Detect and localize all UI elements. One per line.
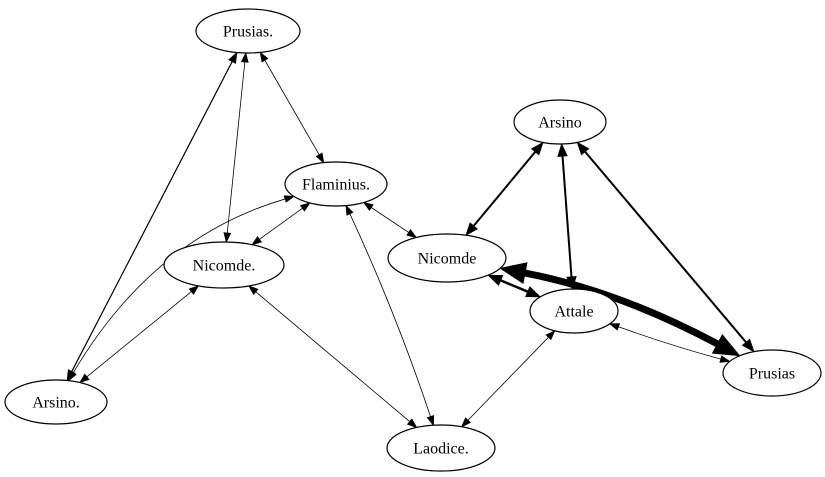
node-nicomde-dot[interactable]: Nicomde.	[163, 241, 285, 289]
arrowhead-end	[315, 152, 325, 164]
edge-prusias-dot-flaminius	[259, 51, 325, 164]
arrowhead-start	[247, 285, 259, 296]
edge-line	[71, 61, 233, 372]
node-label: Attale	[554, 304, 593, 321]
arrowhead-start	[557, 142, 568, 157]
edge-line	[349, 213, 431, 417]
node-flaminius[interactable]: Flaminius.	[284, 161, 388, 207]
node-arsino[interactable]: Arsino	[513, 99, 607, 145]
node-ellipse	[513, 99, 607, 145]
edge-arsino-nicomde	[465, 141, 544, 237]
arrowhead-end	[251, 235, 263, 246]
arrowhead-start	[299, 202, 311, 212]
arrowhead-end	[741, 338, 755, 353]
arrowhead-start	[345, 204, 354, 216]
edge-line	[561, 156, 573, 277]
edge-attale-prusias	[608, 323, 731, 363]
node-ellipse	[195, 8, 301, 54]
node-prusias[interactable]: Prusias	[722, 349, 822, 397]
node-ellipse	[529, 288, 619, 334]
edge-line	[86, 291, 192, 378]
edge-line	[371, 207, 409, 233]
arrowhead-end	[406, 229, 418, 239]
arrowhead-end	[465, 222, 479, 237]
edge-line	[618, 326, 721, 360]
edge-line	[500, 279, 529, 293]
node-ellipse	[387, 233, 507, 283]
arrowhead-start	[259, 51, 269, 63]
node-ellipse	[722, 349, 822, 397]
arrowhead-start	[576, 141, 590, 156]
arrowhead-end	[460, 417, 472, 428]
node-ellipse	[163, 241, 285, 289]
node-prusias-dot[interactable]: Prusias.	[195, 8, 301, 54]
edge-attale-laodice	[460, 329, 556, 428]
edge-flaminius-nicomde	[362, 201, 418, 239]
node-label: Prusias	[749, 366, 795, 383]
arrowhead-start	[228, 51, 238, 64]
arrowhead-end	[426, 415, 435, 427]
edge-line	[259, 207, 303, 240]
edge-prusias-dot-arsino-dot	[66, 51, 238, 382]
edge-arsino-prusias	[576, 141, 755, 353]
arrowhead-end	[711, 333, 741, 357]
arrowhead-start	[188, 285, 200, 295]
arrowhead-start	[487, 274, 504, 286]
node-arsino-dot[interactable]: Arsino.	[4, 379, 108, 425]
edge-line	[255, 291, 410, 422]
edge-flaminius-laodice	[345, 204, 435, 427]
edge-line	[472, 151, 536, 227]
arrowhead-start	[283, 195, 295, 203]
node-ellipse	[284, 161, 388, 207]
arrowhead-end	[78, 373, 90, 384]
arrowhead-start	[530, 141, 544, 156]
node-laodice[interactable]: Laodice.	[386, 424, 496, 472]
node-attale[interactable]: Attale	[529, 288, 619, 334]
edge-nicomde-attale	[487, 274, 542, 298]
node-label: Arsino.	[32, 395, 80, 412]
edge-line	[264, 60, 320, 155]
arrowhead-end	[525, 286, 542, 298]
edge-nicomde-dot-laodice	[247, 285, 418, 429]
node-ellipse	[4, 379, 108, 425]
edge-flaminius-arsino-dot	[67, 195, 295, 382]
edge-line	[467, 337, 549, 421]
edge-line	[226, 61, 246, 234]
arrowhead-end	[406, 418, 418, 429]
edges-layer	[66, 51, 755, 429]
node-label: Nicomde	[418, 251, 477, 268]
node-nicomde[interactable]: Nicomde	[387, 233, 507, 283]
node-label: Arsino	[538, 115, 582, 132]
arrowhead-start	[545, 329, 556, 341]
edge-flaminius-nicomde-dot	[251, 202, 311, 246]
edge-prusias-dot-nicomde-dot	[223, 51, 249, 244]
edge-nicomde-prusias	[499, 262, 741, 357]
arrowhead-start	[499, 262, 528, 284]
node-label: Flaminius.	[302, 177, 370, 194]
node-label: Prusias.	[223, 24, 273, 41]
arrowhead-start	[362, 201, 374, 211]
node-ellipse	[386, 424, 496, 472]
arrowhead-end	[719, 355, 731, 363]
arrowhead-end	[223, 232, 232, 244]
arrowhead-end	[67, 370, 77, 382]
arrowhead-start	[608, 323, 621, 331]
node-label: Laodice.	[413, 441, 469, 458]
nodes-layer: Prusias. Flaminius. Nicomde. Arsino. Lao…	[4, 8, 822, 472]
edge-line	[584, 151, 747, 343]
edge-line	[524, 269, 720, 347]
edge-nicomde-dot-arsino-dot	[78, 285, 200, 384]
arrowhead-start	[240, 51, 249, 63]
edge-line	[72, 198, 286, 374]
node-label: Nicomde.	[193, 258, 256, 275]
edge-arsino-attale	[557, 142, 577, 291]
